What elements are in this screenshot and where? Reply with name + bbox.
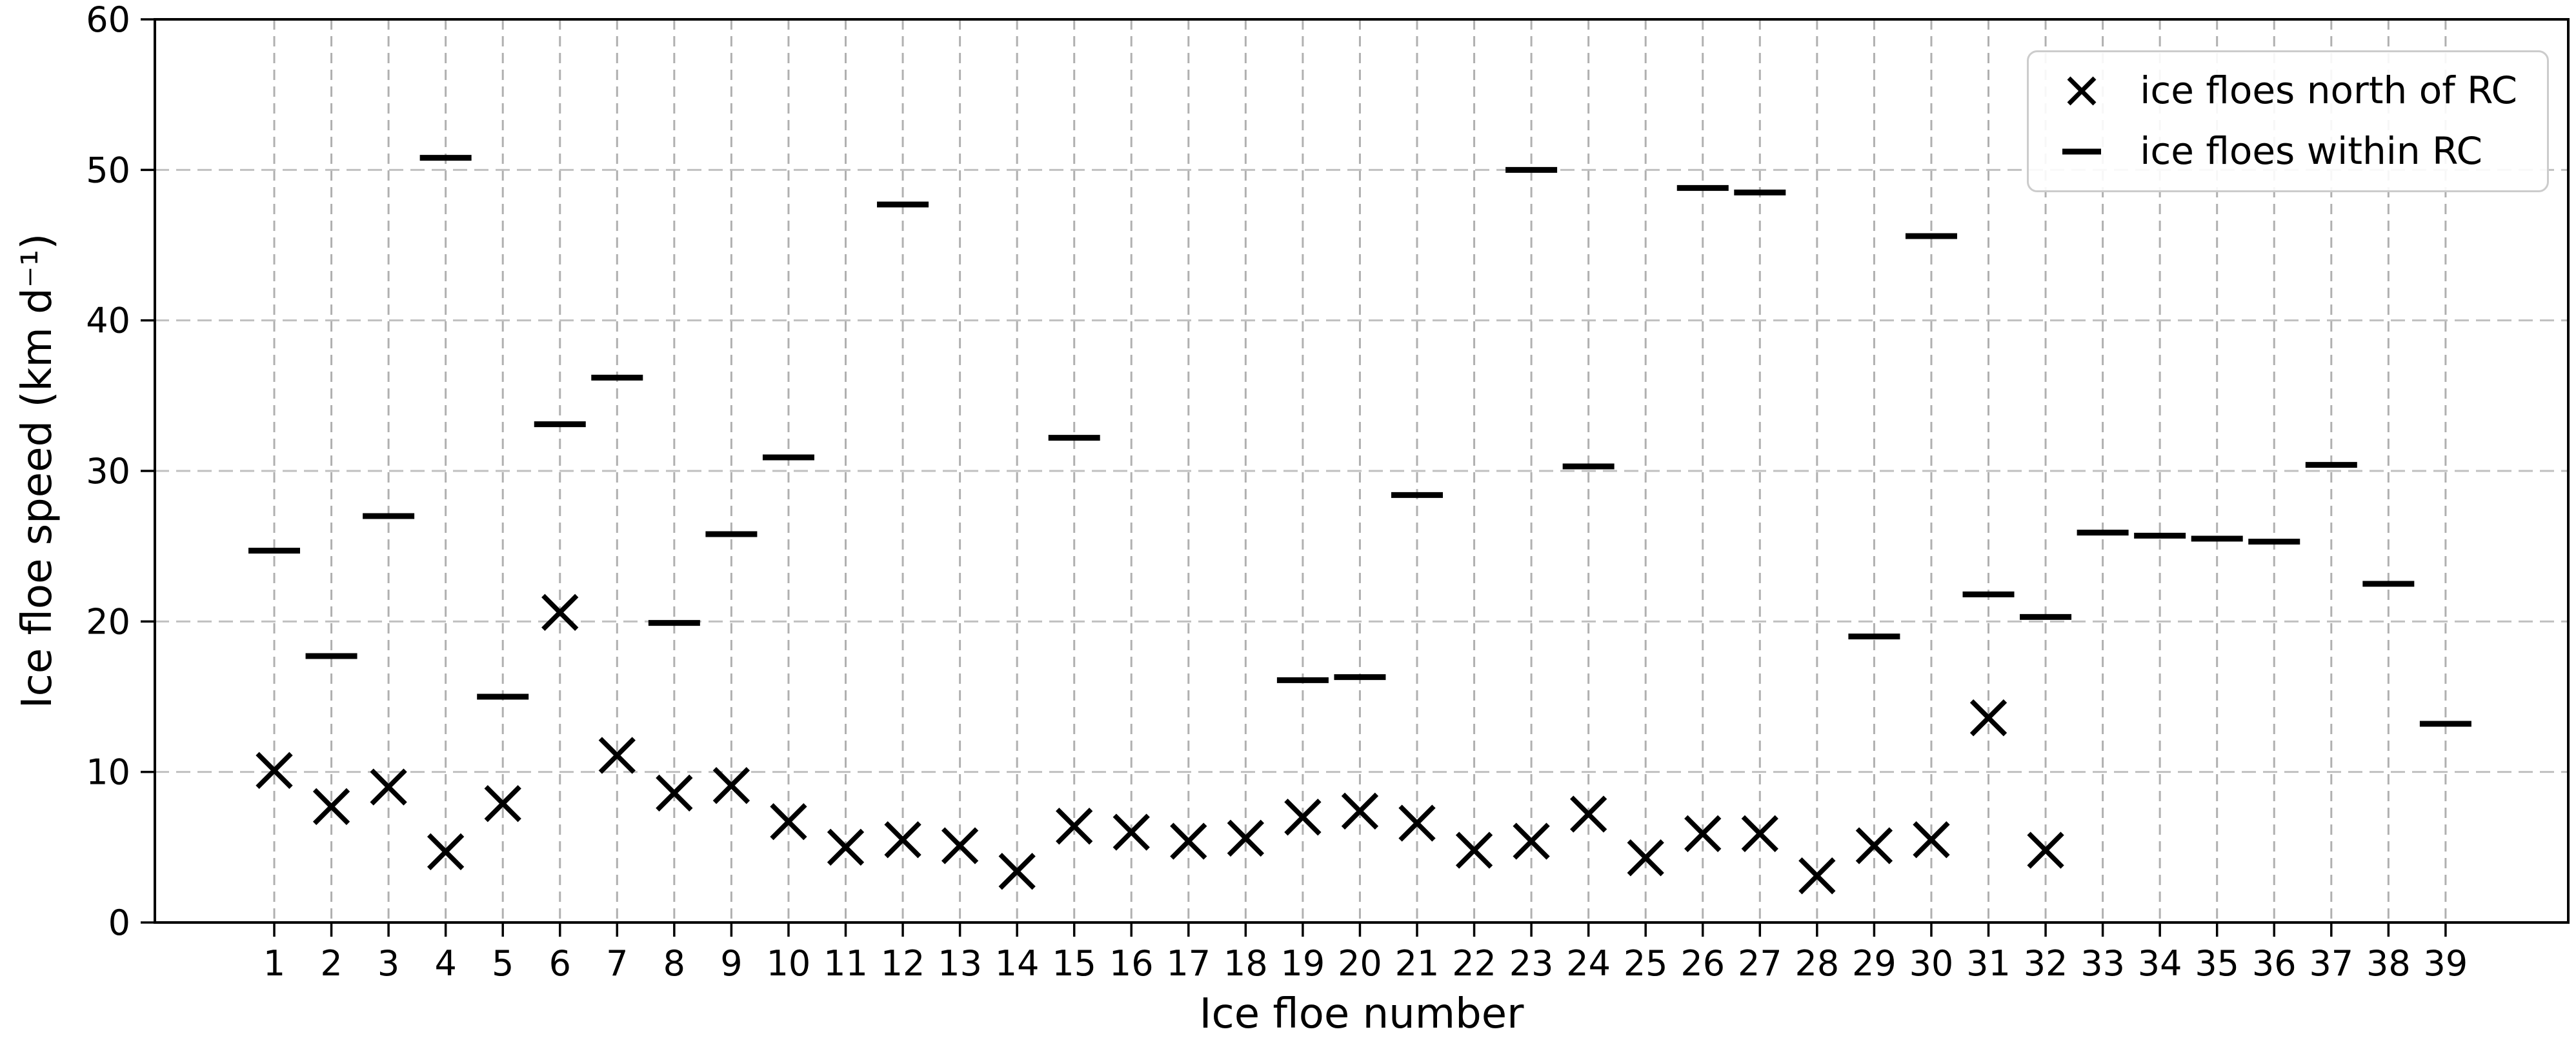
y-tick-label: 0 (108, 902, 130, 943)
x-tick-label: 35 (2195, 943, 2239, 984)
x-tick-label: 34 (2138, 943, 2182, 984)
x-tick-label: 31 (1966, 943, 2011, 984)
marker-north-of-rc (1341, 792, 1379, 830)
marker-north-of-rc (1684, 815, 1722, 852)
marker-north-of-rc (598, 737, 636, 774)
x-tick-label: 7 (606, 943, 628, 984)
marker-north-of-rc (1398, 804, 1436, 842)
dash-marker-icon (2062, 148, 2102, 155)
x-tick-label: 3 (377, 943, 399, 984)
marker-north-of-rc (2027, 832, 2064, 869)
marker-north-of-rc (1513, 823, 1550, 860)
x-tick-label: 28 (1795, 943, 1839, 984)
x-tick-label: 13 (938, 943, 982, 984)
x-tick-label: 18 (1223, 943, 1268, 984)
x-tick-label: 33 (2080, 943, 2125, 984)
x-tick-label: 4 (434, 943, 456, 984)
marker-north-of-rc (1284, 799, 1322, 836)
x-tick-label: 1 (263, 943, 285, 984)
x-tick-label: 16 (1109, 943, 1154, 984)
y-tick-label: 50 (86, 150, 130, 190)
x-tick-label: 20 (1338, 943, 1382, 984)
x-tick-label: 17 (1166, 943, 1211, 984)
marker-north-of-rc (884, 821, 921, 859)
marker-north-of-rc (998, 853, 1036, 890)
x-tick-label: 19 (1281, 943, 1325, 984)
marker-north-of-rc (1112, 813, 1150, 851)
marker-north-of-rc (941, 827, 979, 864)
marker-north-of-rc (1170, 823, 1207, 860)
x-tick-label: 29 (1852, 943, 1897, 984)
x-tick-label: 30 (1909, 943, 1954, 984)
x-tick-label: 6 (549, 943, 571, 984)
x-tick-label: 26 (1680, 943, 1725, 984)
marker-north-of-rc (1913, 821, 1950, 859)
legend-item-within-rc: ice floes within RC (2051, 129, 2517, 174)
marker-north-of-rc (484, 785, 521, 823)
marker-north-of-rc (656, 774, 693, 812)
x-tick-label: 36 (2252, 943, 2297, 984)
marker-north-of-rc (370, 768, 407, 806)
marker-north-of-rc (1798, 857, 1836, 895)
marker-north-of-rc (312, 788, 350, 825)
marker-north-of-rc (1455, 832, 1493, 869)
y-tick-label: 60 (86, 0, 130, 40)
x-tick-label: 24 (1566, 943, 1611, 984)
y-axis-label: Ice floe speed (km d⁻¹) (14, 233, 61, 709)
x-tick-label: 9 (720, 943, 742, 984)
x-marker-icon (2067, 76, 2097, 106)
marker-north-of-rc (1056, 808, 1093, 845)
y-tick-label: 10 (86, 752, 130, 793)
y-tick-label: 40 (86, 301, 130, 341)
y-tick-label: 20 (86, 601, 130, 642)
marker-north-of-rc (770, 803, 807, 841)
x-tick-label: 5 (492, 943, 514, 984)
x-tick-label: 12 (881, 943, 925, 984)
x-tick-label: 22 (1452, 943, 1496, 984)
x-tick-label: 14 (995, 943, 1040, 984)
marker-north-of-rc (1855, 827, 1893, 864)
marker-north-of-rc (1569, 795, 1607, 833)
x-tick-label: 39 (2424, 943, 2468, 984)
x-tick-label: 2 (320, 943, 342, 984)
x-tick-label: 10 (767, 943, 811, 984)
legend-label-north-of-rc: ice floes north of RC (2140, 68, 2517, 113)
legend-label-within-rc: ice floes within RC (2140, 129, 2482, 174)
x-tick-label: 25 (1624, 943, 1668, 984)
marker-north-of-rc (1969, 699, 2007, 737)
legend-item-north-of-rc: ice floes north of RC (2051, 70, 2517, 112)
marker-north-of-rc (541, 593, 579, 631)
marker-north-of-rc (1627, 839, 1664, 877)
marker-north-of-rc (1227, 819, 1265, 857)
legend: ice floes north of RC ice floes within R… (2027, 50, 2549, 192)
marker-north-of-rc (1741, 815, 1778, 852)
x-tick-label: 11 (823, 943, 868, 984)
x-axis-label: Ice floe number (1199, 990, 1524, 1038)
x-tick-label: 27 (1738, 943, 1782, 984)
marker-north-of-rc (427, 833, 465, 870)
x-tick-label: 32 (2024, 943, 2068, 984)
x-tick-label: 8 (663, 943, 685, 984)
x-tick-label: 23 (1509, 943, 1554, 984)
y-tick-label: 30 (86, 451, 130, 492)
marker-north-of-rc (712, 767, 750, 804)
marker-north-of-rc (827, 828, 865, 866)
marker-north-of-rc (256, 752, 293, 789)
x-tick-label: 21 (1395, 943, 1440, 984)
x-tick-label: 15 (1052, 943, 1096, 984)
x-tick-label: 37 (2309, 943, 2353, 984)
x-tick-label: 38 (2366, 943, 2411, 984)
